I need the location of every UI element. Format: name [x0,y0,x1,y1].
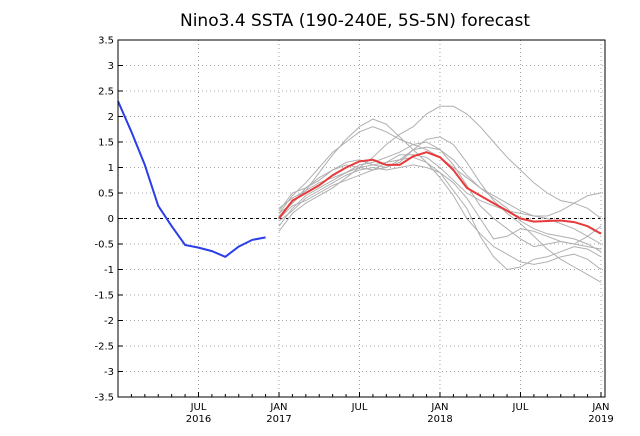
x-tick-year-label: 2018 [427,414,452,425]
chart-title: Nino3.4 SSTA (190-240E, 5S-5N) forecast [180,11,530,31]
y-tick-label: -1.5 [94,291,114,302]
observed-series [117,100,266,258]
x-tick-label: JAN [591,402,609,413]
ensemble-mean-series [278,151,602,235]
ensemble-members [278,105,602,283]
y-tick-label: -1 [104,265,114,276]
y-tick-label: 0.5 [98,189,114,200]
y-tick-label: 0 [108,214,114,225]
x-tick-year-label: 2019 [588,414,613,425]
x-tick-year-label: 2016 [186,414,211,425]
y-tick-label: 3 [108,61,114,72]
ensemble-member-line [278,105,602,232]
y-tick-label: -2.5 [94,342,114,353]
x-tick-label: JUL [190,402,207,413]
x-tick-label: JUL [351,402,368,413]
ensemble-member-line [278,146,602,253]
observed-line [117,100,266,258]
y-axis-ticks: 3.5 3 2.5 2 1.5 1 0.5 0 -0.5 -1 -1.5 -2 -2.5 -3 -3.5 [94,36,123,404]
ensemble-member-line [278,154,602,219]
y-tick-label: -0.5 [94,240,114,251]
y-tick-label: -3.5 [94,393,114,404]
x-tick-label: JAN [269,402,287,413]
y-tick-label: -3 [104,367,114,378]
y-tick-label: 1 [108,163,114,174]
y-tick-label: 2.5 [98,87,114,98]
y-tick-label: 3.5 [98,36,114,47]
x-tick-label: JAN [430,402,448,413]
ensemble-member-line [278,164,602,245]
y-tick-label: -2 [104,316,114,327]
x-tick-label: JUL [512,402,529,413]
x-tick-year-label: 2017 [266,414,291,425]
ensemble-mean-line [278,151,602,235]
y-tick-label: 2 [108,112,114,123]
y-tick-label: 1.5 [98,138,114,149]
ensemble-member-line [278,118,602,270]
